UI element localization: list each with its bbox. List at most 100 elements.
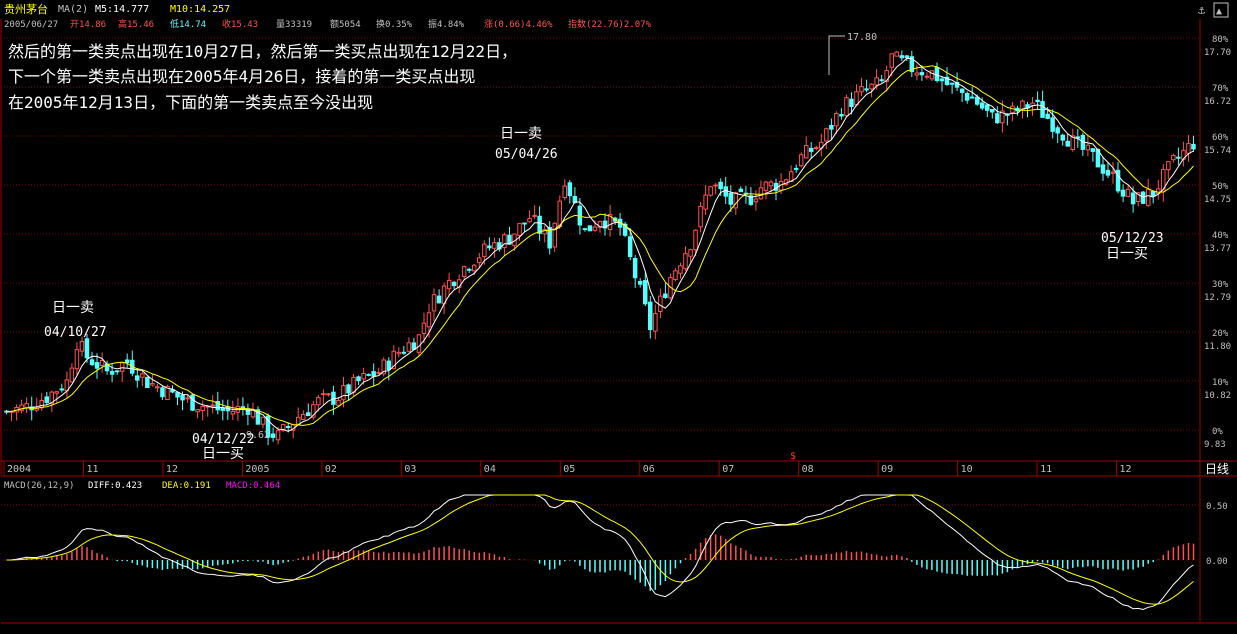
candle-body <box>49 391 54 405</box>
candle-body <box>301 414 306 420</box>
price-tick-label: 16.72 <box>1204 97 1231 107</box>
candle-body <box>768 181 774 187</box>
candle-body <box>467 268 472 271</box>
ma10-value: M10:14.257 <box>170 4 230 15</box>
candle-body <box>477 257 482 264</box>
macd-axis: 0.50 0.00 <box>1 502 1228 567</box>
candle-body <box>99 360 105 366</box>
candle-body <box>939 78 945 82</box>
candle-body <box>638 281 643 285</box>
candle-body <box>758 187 764 200</box>
candle-body <box>39 400 44 409</box>
ma5-value: M5:14.777 <box>95 4 149 15</box>
candle-body <box>1050 117 1055 132</box>
percent-tick-label: 0% <box>1212 427 1223 437</box>
candle-body <box>1030 102 1035 106</box>
candle-body <box>673 270 678 280</box>
candle-body <box>109 371 115 375</box>
candle-body <box>814 147 819 150</box>
svg-text:▲: ▲ <box>1216 6 1222 17</box>
time-tick-label: 09 <box>881 464 893 475</box>
candle-body <box>975 96 980 105</box>
time-tick-label: 07 <box>722 464 734 475</box>
candle-body <box>321 393 326 396</box>
candle-body <box>1110 171 1116 174</box>
candle-body <box>959 88 965 93</box>
marker-sell-2-label: 日一卖 <box>500 126 542 142</box>
candle-body <box>964 93 970 101</box>
time-tick-label: 05 <box>563 464 575 475</box>
macd-dea: DEA:0.191 <box>162 481 211 491</box>
candle-body <box>135 375 140 381</box>
candle-body <box>185 397 190 400</box>
marker-sell-2: 日一卖 05/04/26 <box>495 126 558 162</box>
annotation-line-3: 在2005年12月13日，下面的第一类卖点至今没出现 <box>8 93 373 112</box>
candle-body <box>114 370 120 373</box>
info-low: 低14.74 <box>170 18 206 30</box>
candle-body <box>1070 135 1075 150</box>
candle-body <box>275 430 281 441</box>
annotation-text: 然后的第一类卖点出现在10月27日，然后第一类买点出现在12月22日， 下一个第… <box>8 42 517 112</box>
candle-body <box>155 386 160 389</box>
candle-body <box>658 295 663 313</box>
candle-body <box>175 392 180 398</box>
info-volume: 量33319 <box>276 19 312 30</box>
macd-label: MACD(26,12,9) <box>4 481 74 491</box>
percent-tick-label: 70% <box>1212 84 1229 94</box>
candle-body <box>280 424 286 431</box>
info-date: 2005/06/27 <box>4 20 58 30</box>
candle-body <box>145 376 150 388</box>
price-tick-label: 12.79 <box>1204 293 1231 303</box>
split-marker-icon: $ <box>790 451 796 462</box>
candle-body <box>326 393 331 396</box>
info-amount: 额5054 <box>330 18 361 30</box>
candle-body <box>79 340 85 352</box>
candle-body <box>421 322 427 335</box>
candle-body <box>698 205 703 228</box>
marker-buy-1-label: 日一买 <box>202 446 244 462</box>
candle-body <box>995 113 1000 124</box>
marker-buy-1: 04/12/22 日一买 <box>192 432 255 462</box>
candle-body <box>220 407 225 411</box>
candle-body <box>854 91 859 106</box>
macd-diff: DIFF:0.423 <box>88 481 142 491</box>
candle-body <box>552 222 557 248</box>
candle-body <box>1060 134 1065 141</box>
candle-body <box>376 372 381 375</box>
candle-body <box>899 55 904 59</box>
candle-body <box>492 242 497 249</box>
marker-sell-1: 日一卖 04/10/27 <box>44 300 107 340</box>
candle-body <box>874 77 879 86</box>
percent-tick-label: 60% <box>1212 133 1229 143</box>
low-value: 9.62 <box>246 430 270 441</box>
candle-body <box>627 236 633 258</box>
candle-body <box>602 220 608 229</box>
candle-body <box>587 225 593 232</box>
candle-body <box>834 112 839 127</box>
svg-text:⚓: ⚓ <box>1198 3 1206 17</box>
candle-body <box>381 359 386 375</box>
marker-buy-2: 05/12/23 日一买 <box>1101 231 1164 262</box>
candle-body <box>341 385 346 401</box>
candle-body <box>632 258 638 279</box>
scroll-up-icon[interactable]: ▲ <box>1213 2 1229 18</box>
candle-body <box>119 362 125 372</box>
anchor-icon[interactable]: ⚓ <box>1198 3 1206 17</box>
stock-name[interactable]: 贵州茅台 <box>4 2 48 16</box>
candle-body <box>567 182 573 197</box>
candle-body <box>1125 188 1131 197</box>
candle-body <box>884 70 889 82</box>
candle-body <box>497 242 502 250</box>
annotation-line-1: 然后的第一类卖点出现在10月27日，然后第一类买点出现在12月22日， <box>8 42 517 61</box>
period-label[interactable]: 日线 <box>1205 462 1229 476</box>
candle-body <box>1105 169 1111 176</box>
candle-body <box>547 226 552 249</box>
candle-body <box>894 51 899 57</box>
info-close: 收15.43 <box>222 18 258 30</box>
high-marker: 17.80 <box>828 32 877 75</box>
candle-body <box>889 53 894 68</box>
percent-tick-label: 10% <box>1212 378 1229 388</box>
candle-body <box>1120 189 1126 197</box>
candle-body <box>356 376 361 382</box>
time-tick-label: 11 <box>86 464 98 475</box>
